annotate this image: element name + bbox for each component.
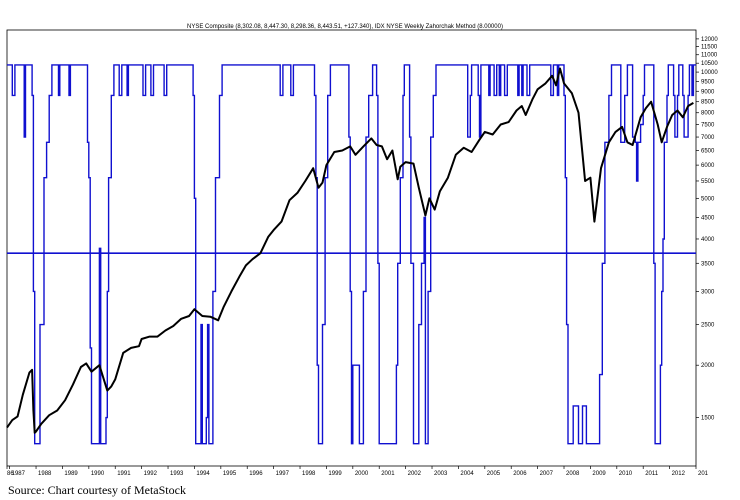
x-tick-label: 2002 <box>408 471 422 477</box>
y-tick-label: 2500 <box>701 323 715 329</box>
y-tick-label: 6000 <box>701 163 715 169</box>
x-tick-label: 1987 <box>12 471 26 477</box>
x-tick-label: 2006 <box>513 471 527 477</box>
y-tick-label: 3500 <box>701 261 715 267</box>
y-tick-label: 10500 <box>701 61 718 67</box>
y-tick-label: 2000 <box>701 363 715 369</box>
y-tick-label: 12000 <box>701 37 718 43</box>
x-tick-label: 1992 <box>144 471 158 477</box>
x-tick-label: 1996 <box>249 471 263 477</box>
y-tick-label: 5000 <box>701 196 715 202</box>
y-tick-label: 4000 <box>701 237 715 243</box>
x-tick-label: 1997 <box>276 471 290 477</box>
x-tick-label: 2012 <box>672 471 686 477</box>
y-tick-label: 4500 <box>701 216 715 222</box>
y-tick-label: 10000 <box>701 70 718 76</box>
x-tick-label: 2000 <box>355 471 369 477</box>
x-tick-label: 2005 <box>487 471 501 477</box>
x-tick-label: 1993 <box>170 471 184 477</box>
plot-frame <box>6 29 697 467</box>
chart-title: NYSE Composite (8,302.08, 8,447.30, 8,29… <box>187 24 503 30</box>
x-tick-label: 2011 <box>645 471 659 477</box>
x-tick-label: 2004 <box>460 471 474 477</box>
y-tick-label: 5500 <box>701 179 715 185</box>
y-tick-label: 9000 <box>701 89 715 95</box>
x-tick-label: 1988 <box>38 471 52 477</box>
y-tick-label: 3000 <box>701 289 715 295</box>
x-tick-label: 2008 <box>566 471 580 477</box>
series-layer <box>6 64 696 445</box>
y-tick-label: 7000 <box>701 135 715 141</box>
y-tick-label: 11500 <box>701 45 718 51</box>
x-tick-label: 2007 <box>540 471 554 477</box>
x-tick-label: 1989 <box>64 471 78 477</box>
x-tick-label: 2010 <box>619 471 633 477</box>
x-tick-label: 86 <box>7 471 14 477</box>
y-tick-label: 1500 <box>701 416 715 422</box>
x-tick-label: 2001 <box>381 471 395 477</box>
y-axis: 12000 11500 11000 10500 10000 9500 9000 8500 800… <box>696 37 718 422</box>
chart-caption: Source: Chart courtesy of MetaStock <box>8 483 186 497</box>
y-tick-label: 8500 <box>701 100 715 106</box>
indicator-step-line <box>7 64 696 445</box>
x-tick-label: 1994 <box>196 471 210 477</box>
y-tick-label: 7500 <box>701 122 715 128</box>
price-line <box>6 67 694 434</box>
x-tick-label: 1991 <box>117 471 131 477</box>
x-tick-label: 2009 <box>592 471 606 477</box>
x-tick-label: 2003 <box>434 471 448 477</box>
x-tick-label: 201 <box>698 471 709 477</box>
y-tick-label: 8000 <box>701 111 715 117</box>
y-tick-label: 9500 <box>701 79 715 85</box>
y-tick-label: 11000 <box>701 53 718 59</box>
x-tick-label: 1999 <box>328 471 342 477</box>
x-tick-label: 1990 <box>91 471 105 477</box>
x-tick-label: 1995 <box>223 471 237 477</box>
y-tick-label: 6500 <box>701 149 715 155</box>
x-tick-label: 1998 <box>302 471 316 477</box>
